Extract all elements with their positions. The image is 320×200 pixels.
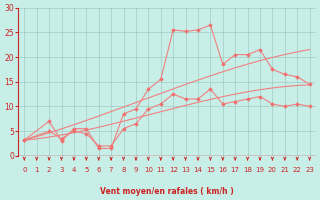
- X-axis label: Vent moyen/en rafales ( km/h ): Vent moyen/en rafales ( km/h ): [100, 187, 234, 196]
